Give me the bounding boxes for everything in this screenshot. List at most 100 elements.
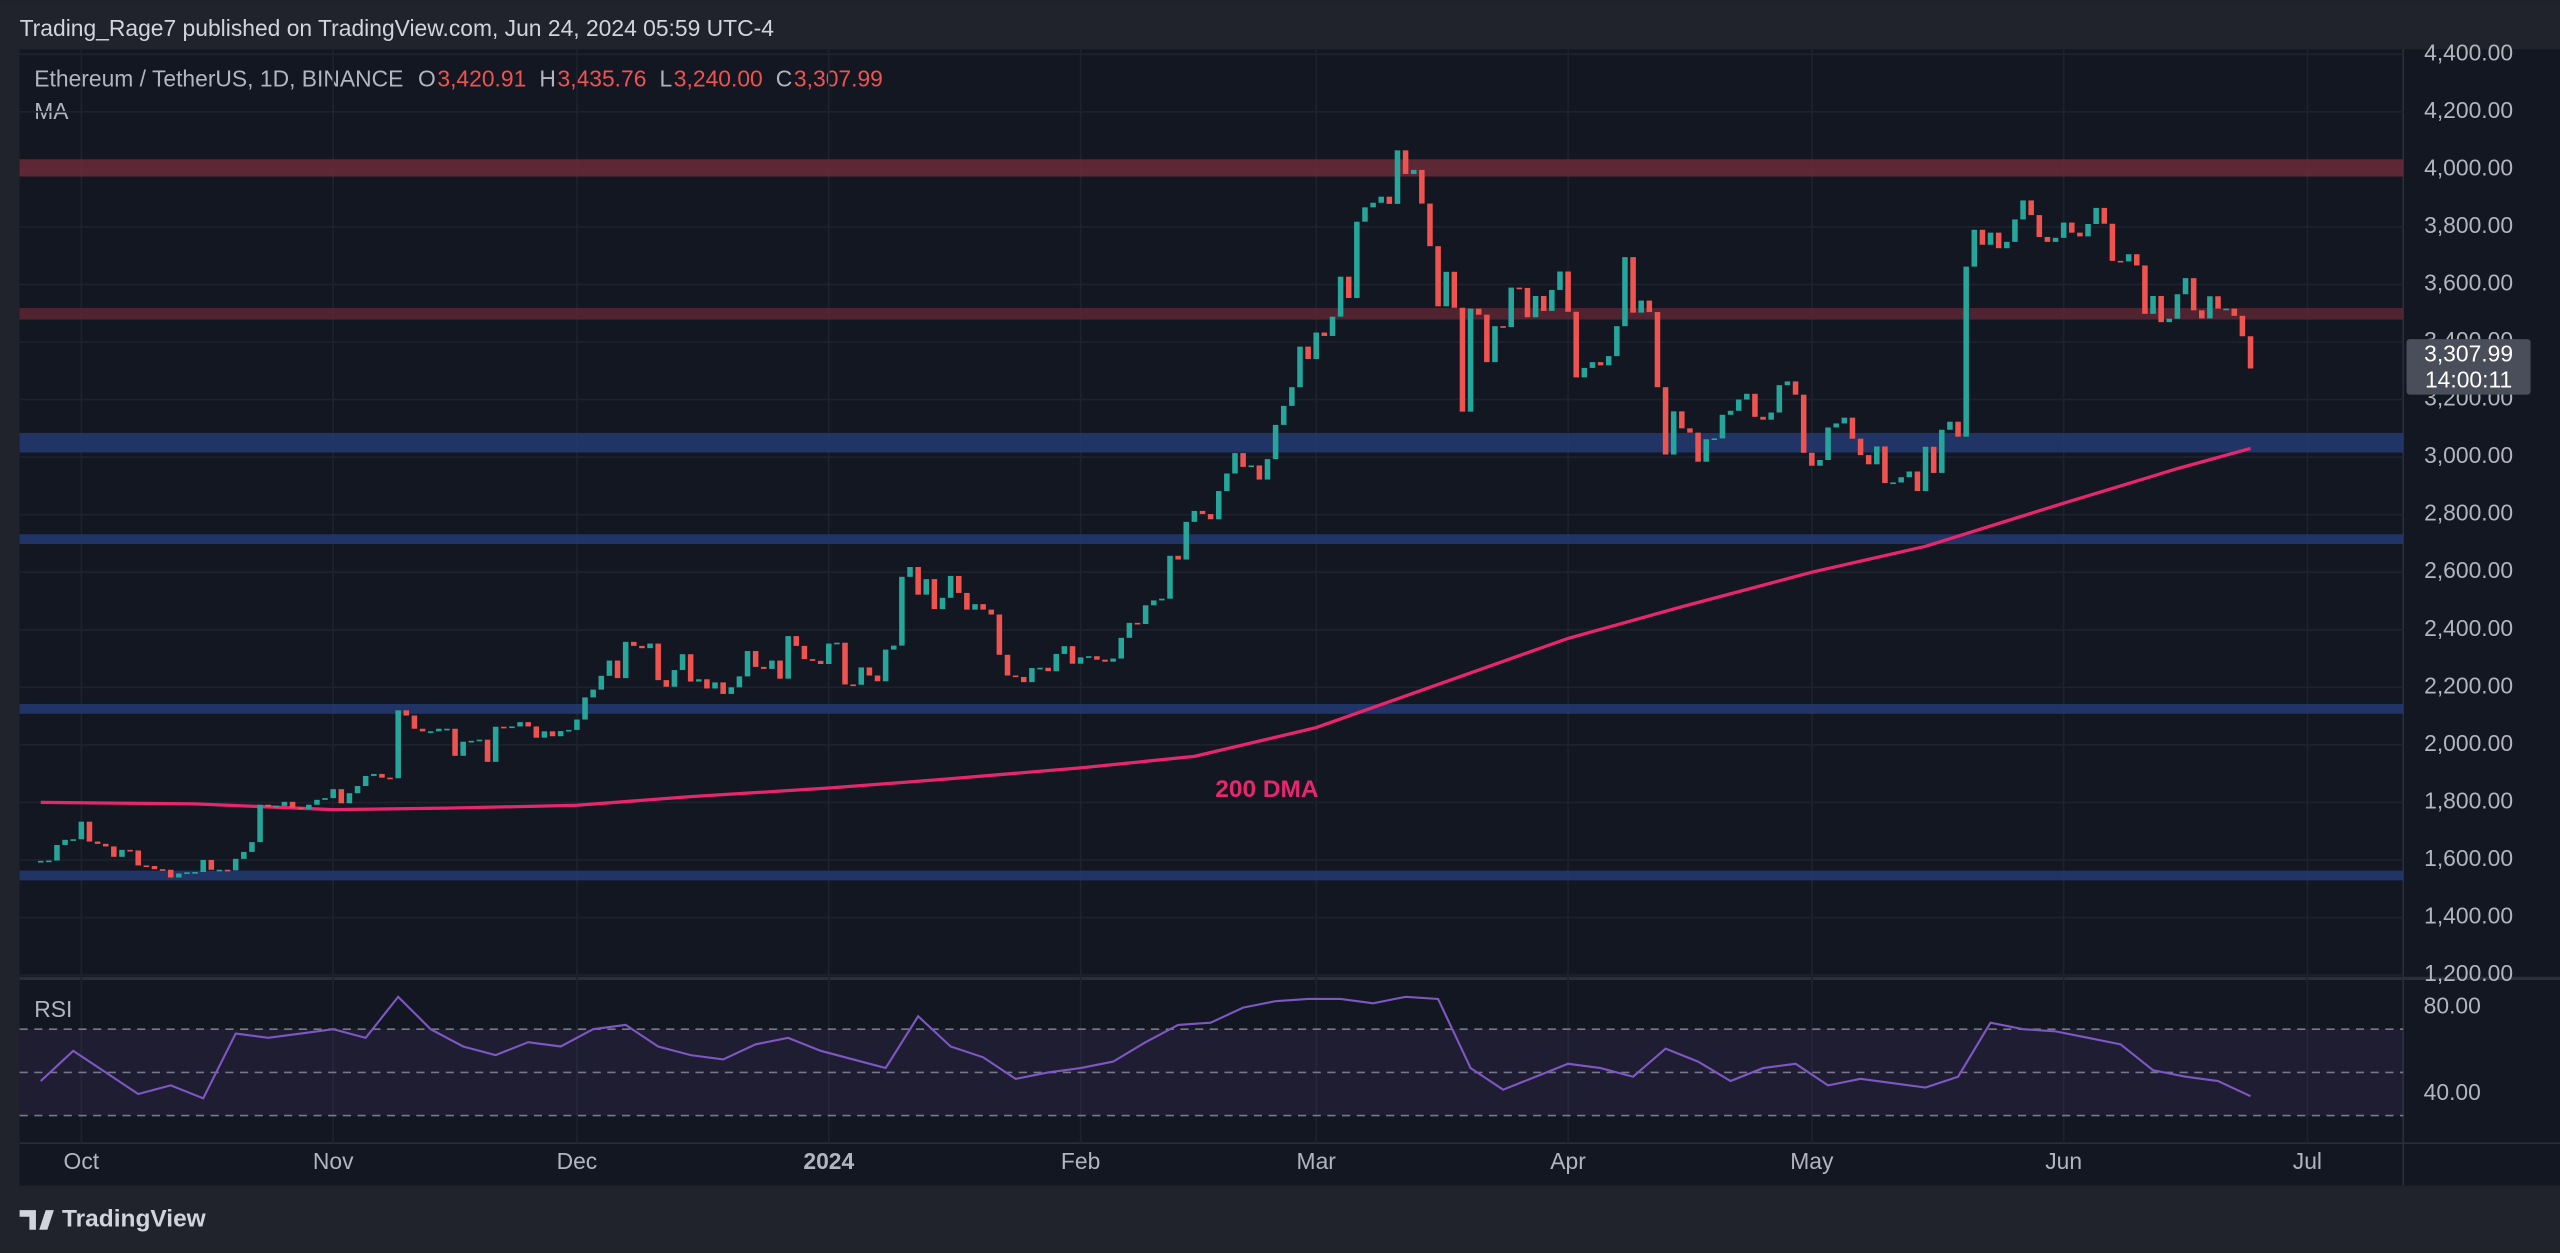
ohlc-value: 3,240.00 — [674, 65, 763, 91]
candle — [1484, 314, 1490, 363]
logo-mark — [19, 1210, 54, 1230]
candle — [1012, 675, 1019, 678]
candle — [1410, 169, 1417, 174]
candle — [1467, 308, 1474, 412]
candle — [533, 726, 540, 738]
candle — [655, 643, 661, 681]
brand: TradingView — [62, 1205, 207, 1232]
candle — [1378, 196, 1384, 203]
candle — [1118, 637, 1125, 659]
candle — [1362, 207, 1368, 222]
candle — [2207, 296, 2213, 319]
candle — [200, 859, 206, 873]
candle — [817, 660, 824, 665]
candle — [1337, 276, 1344, 317]
candle — [1857, 438, 1864, 456]
candle — [159, 869, 166, 871]
candle — [1914, 471, 1921, 492]
candle — [1045, 667, 1051, 672]
candle — [1605, 356, 1612, 366]
candle — [208, 859, 215, 870]
candle — [444, 728, 450, 731]
candle — [1898, 477, 1904, 483]
candle — [1443, 271, 1449, 307]
y-tick-label: 2,200.00 — [2424, 672, 2513, 698]
y-tick-label: 4,200.00 — [2424, 97, 2513, 123]
candle — [127, 849, 133, 852]
candle — [2101, 207, 2108, 224]
countdown: 14:00:11 — [2425, 367, 2512, 393]
x-tick-label: Jun — [2045, 1148, 2082, 1174]
candle — [785, 636, 791, 679]
candle — [322, 798, 328, 800]
candle — [614, 660, 621, 679]
candle — [744, 651, 751, 677]
candle — [1207, 514, 1214, 520]
candle — [2077, 232, 2083, 237]
candle — [2134, 254, 2140, 266]
candle — [427, 731, 434, 733]
candle — [972, 604, 978, 610]
candle — [1784, 381, 1791, 386]
candle — [1183, 521, 1190, 560]
candle — [1427, 203, 1433, 247]
candle — [964, 592, 970, 610]
candle — [736, 676, 743, 688]
candle — [1882, 446, 1888, 484]
zone — [19, 704, 2404, 714]
candle — [1215, 491, 1222, 520]
candle — [582, 697, 588, 720]
candle — [866, 667, 873, 676]
candle — [1540, 295, 1547, 311]
candle — [2028, 200, 2034, 216]
candle — [2060, 222, 2067, 238]
candle — [224, 869, 231, 872]
candle — [566, 729, 572, 732]
x-tick-label: Apr — [1550, 1148, 1586, 1174]
x-tick-label: Feb — [1061, 1148, 1100, 1174]
candle — [2020, 200, 2026, 220]
candle — [1995, 232, 2002, 249]
candle — [1321, 332, 1328, 336]
candle — [1037, 667, 1043, 670]
ohlc-value: 3,420.91 — [437, 65, 526, 91]
candle — [1532, 295, 1539, 318]
candle — [1614, 326, 1620, 357]
candle — [1744, 393, 1750, 400]
candle — [574, 719, 580, 730]
candle — [1061, 646, 1068, 654]
candle — [492, 726, 499, 762]
candle — [647, 643, 653, 649]
y-tick-label: 4,000.00 — [2424, 154, 2513, 180]
candle — [1232, 453, 1238, 474]
candle — [1419, 169, 1425, 204]
candle — [1719, 414, 1726, 439]
candle — [671, 670, 678, 687]
candle — [1825, 427, 1831, 460]
publisher: Trading_Rage7 published on TradingView.c… — [20, 15, 775, 41]
candle — [1841, 417, 1848, 424]
candle — [882, 649, 889, 682]
candle — [1297, 346, 1303, 388]
candle — [1930, 446, 1937, 473]
candle — [1890, 482, 1896, 485]
y-tick-label: 1,400.00 — [2424, 903, 2513, 929]
candle — [1955, 421, 1961, 437]
ohlc-key: C — [776, 65, 793, 91]
x-tick-label: Oct — [64, 1148, 100, 1174]
candle — [907, 567, 913, 577]
candle — [728, 687, 735, 694]
candle — [777, 660, 783, 679]
candle — [834, 642, 840, 645]
candle — [1394, 150, 1401, 204]
candle — [232, 858, 239, 871]
candle — [2182, 278, 2189, 295]
candle — [330, 789, 336, 799]
y-tick-label: 1,600.00 — [2424, 845, 2513, 871]
candle — [1175, 555, 1181, 560]
y-tick-label: 3,600.00 — [2424, 269, 2513, 295]
candle — [687, 654, 694, 682]
y-tick-label: 2,800.00 — [2424, 500, 2513, 526]
y-tick-label: 2,400.00 — [2424, 615, 2513, 641]
candle — [2085, 224, 2091, 237]
